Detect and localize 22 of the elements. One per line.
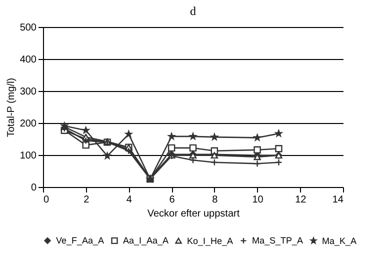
legend-label: Ko_I_He_A: [187, 236, 234, 246]
x-tick-label: 12: [295, 194, 307, 206]
x-tick-label: 4: [126, 194, 132, 206]
y-tick-label: 0: [30, 182, 37, 194]
legend-label: Aa_I_Aa_A: [123, 236, 169, 246]
legend-label: Ma_S_TP_A: [252, 236, 304, 246]
x-axis-title: Veckor efter uppstart: [147, 208, 240, 220]
y-tick-label: 100: [20, 150, 37, 162]
y-tick-label: 200: [20, 118, 37, 130]
x-tick-label: 14: [332, 194, 344, 206]
y-axis-title: Total-P (mg/l): [6, 78, 17, 138]
chart-title: d: [190, 4, 196, 18]
x-tick-label: 6: [169, 194, 176, 206]
y-tick-label: 400: [20, 54, 37, 66]
x-tick-label: 0: [44, 194, 50, 206]
y-tick-label: 500: [20, 22, 37, 34]
x-tick-label: 8: [212, 194, 218, 206]
legend-label: Ma_K_A: [322, 236, 357, 246]
x-tick-label: 10: [252, 194, 264, 206]
legend-label: Ve_F_Aa_A: [56, 236, 104, 246]
y-tick-label: 300: [20, 86, 37, 98]
x-tick-label: 2: [84, 194, 90, 206]
